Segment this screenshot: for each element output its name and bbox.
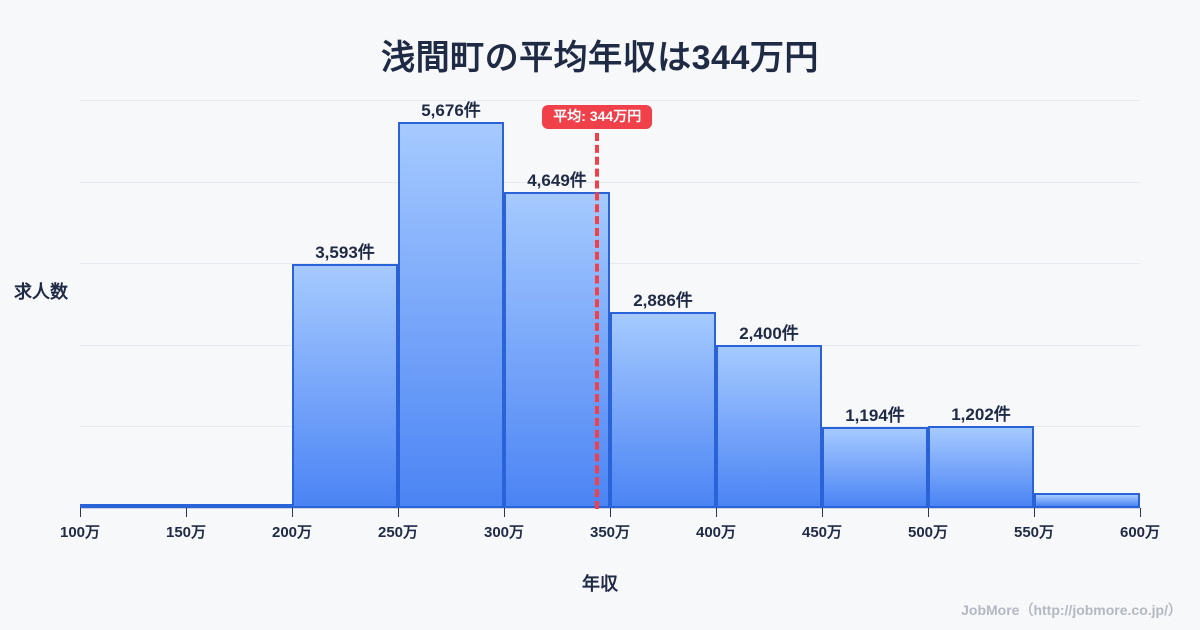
plot-area [80, 100, 1140, 508]
gridline [80, 263, 1140, 265]
y-axis-title: 求人数 [14, 282, 68, 302]
bar[interactable] [610, 311, 716, 508]
bar-value-label: 2,400件 [739, 323, 799, 343]
x-axis-title: 年収 [582, 574, 618, 594]
x-axis-tick [822, 508, 823, 517]
bar[interactable] [1034, 493, 1140, 508]
bar[interactable] [292, 263, 398, 508]
gridline [80, 181, 1140, 183]
x-axis-tick-label: 500万 [907, 524, 949, 541]
x-axis-tick-label: 200万 [271, 524, 313, 541]
bar-value-label: 4,649件 [527, 170, 587, 190]
bar-value-label: 3,593件 [315, 242, 375, 262]
x-axis-tick-label: 100万 [59, 524, 101, 541]
x-axis-tick [80, 508, 81, 517]
x-axis-tick [292, 508, 293, 517]
bar-value-label: 1,202件 [951, 405, 1011, 425]
bar-value-label: 1,194件 [845, 405, 905, 425]
x-axis-tick [610, 508, 611, 517]
bar[interactable] [80, 504, 186, 508]
x-axis-tick [398, 508, 399, 517]
chart-title: 浅間町の平均年収は344万円 [381, 39, 819, 77]
x-axis-tick [716, 508, 717, 517]
bar[interactable] [928, 426, 1034, 508]
x-axis-baseline [80, 508, 1142, 509]
footer-credit: JobMore（http://jobmore.co.jp/） [961, 602, 1182, 618]
x-axis-tick [186, 508, 187, 517]
x-axis-tick [504, 508, 505, 517]
bar[interactable] [186, 503, 292, 508]
x-axis-tick-label: 400万 [695, 524, 737, 541]
average-line [595, 133, 600, 509]
x-axis-tick [1034, 508, 1035, 517]
x-axis-tick-label: 350万 [589, 524, 631, 541]
x-axis-tick [1140, 508, 1141, 517]
x-axis-tick-label: 250万 [377, 524, 419, 541]
x-axis-tick-label: 300万 [483, 524, 525, 541]
bar[interactable] [716, 344, 822, 508]
gridline [80, 100, 1140, 101]
x-axis-tick [928, 508, 929, 517]
x-axis-tick-label: 550万 [1013, 524, 1055, 541]
average-badge: 平均: 344万円 [542, 105, 653, 130]
bar[interactable] [398, 122, 504, 508]
x-axis-tick-label: 600万 [1119, 524, 1161, 541]
bar-value-label: 2,886件 [633, 290, 693, 310]
x-axis-tick-label: 150万 [165, 524, 207, 541]
bar[interactable] [822, 426, 928, 508]
bar-value-label: 5,676件 [421, 101, 481, 121]
bar[interactable] [504, 191, 610, 508]
x-axis-tick-label: 450万 [801, 524, 843, 541]
